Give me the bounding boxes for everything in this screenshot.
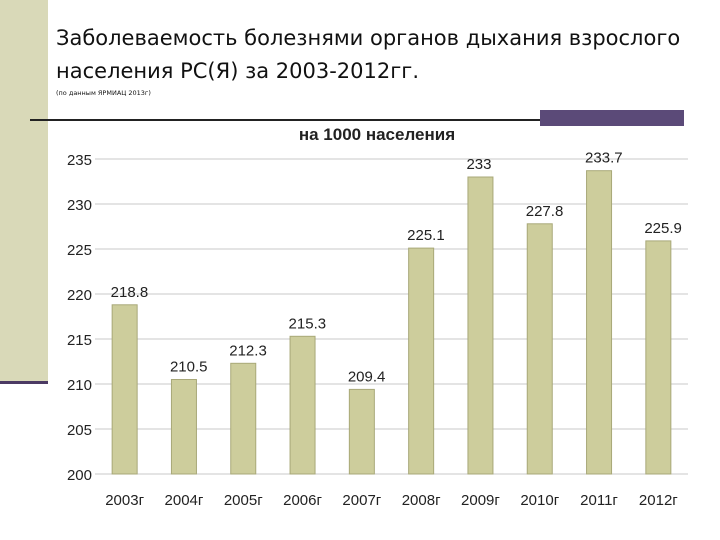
source-note: (по данным ЯРМИАЦ 2013г) <box>56 89 151 97</box>
y-tick-label: 200 <box>67 467 92 484</box>
bar <box>289 335 316 475</box>
y-tick-label: 215 <box>67 332 92 349</box>
data-label: 233 <box>466 156 491 173</box>
x-tick-label: 2011г <box>580 492 618 509</box>
bar <box>586 170 613 475</box>
bar <box>111 304 138 475</box>
bar <box>230 362 257 475</box>
data-label: 218.8 <box>111 284 149 301</box>
y-tick-label: 225 <box>67 242 92 259</box>
x-tick-label: 2006г <box>283 492 322 509</box>
data-label: 215.3 <box>289 315 327 332</box>
y-tick-label: 230 <box>67 197 92 214</box>
x-tick-label: 2007г <box>342 492 381 509</box>
data-label: 233.7 <box>585 150 623 167</box>
data-label: 227.8 <box>526 203 564 220</box>
bar <box>526 223 553 475</box>
data-label: 212.3 <box>229 342 267 359</box>
x-tick-label: 2009г <box>461 492 500 509</box>
x-tick-label: 2004г <box>165 492 204 509</box>
side-bar-rule <box>0 381 48 384</box>
y-tick-label: 235 <box>67 152 92 169</box>
data-label: 225.9 <box>644 220 682 237</box>
y-tick-label: 205 <box>67 422 92 439</box>
data-labels: 218.8 210.5 212.3 215.3 209.4 225.1 233 227.8 23… <box>111 150 682 386</box>
x-tick-label: 2008г <box>402 492 441 509</box>
slide-title: Заболеваемость болезнями органов дыхания… <box>56 26 681 83</box>
x-tick-labels: 2003г 2004г 2005г 2006г 2007г 2008г 2009г 2010г… <box>105 492 678 509</box>
y-tick-label: 210 <box>67 377 92 394</box>
data-label: 210.5 <box>170 359 208 376</box>
bar <box>467 176 494 475</box>
x-tick-label: 2003г <box>105 492 144 509</box>
bar <box>408 247 435 475</box>
bars <box>111 170 672 475</box>
data-label: 209.4 <box>348 368 386 385</box>
chart-title: на 1000 населения <box>299 125 455 144</box>
x-tick-label: 2012г <box>639 492 678 509</box>
x-tick-label: 2005г <box>224 492 263 509</box>
bar <box>170 379 197 475</box>
bar <box>348 388 375 475</box>
bar <box>645 240 672 475</box>
y-tick-labels: 200 205 210 215 220 225 230 235 <box>67 152 92 484</box>
x-tick-label: 2010г <box>520 492 559 509</box>
title-divider-line <box>30 119 542 121</box>
y-tick-label: 220 <box>67 287 92 304</box>
data-label: 225.1 <box>407 227 445 244</box>
title-divider-accent <box>540 110 684 126</box>
decorative-side-bar <box>0 0 48 382</box>
